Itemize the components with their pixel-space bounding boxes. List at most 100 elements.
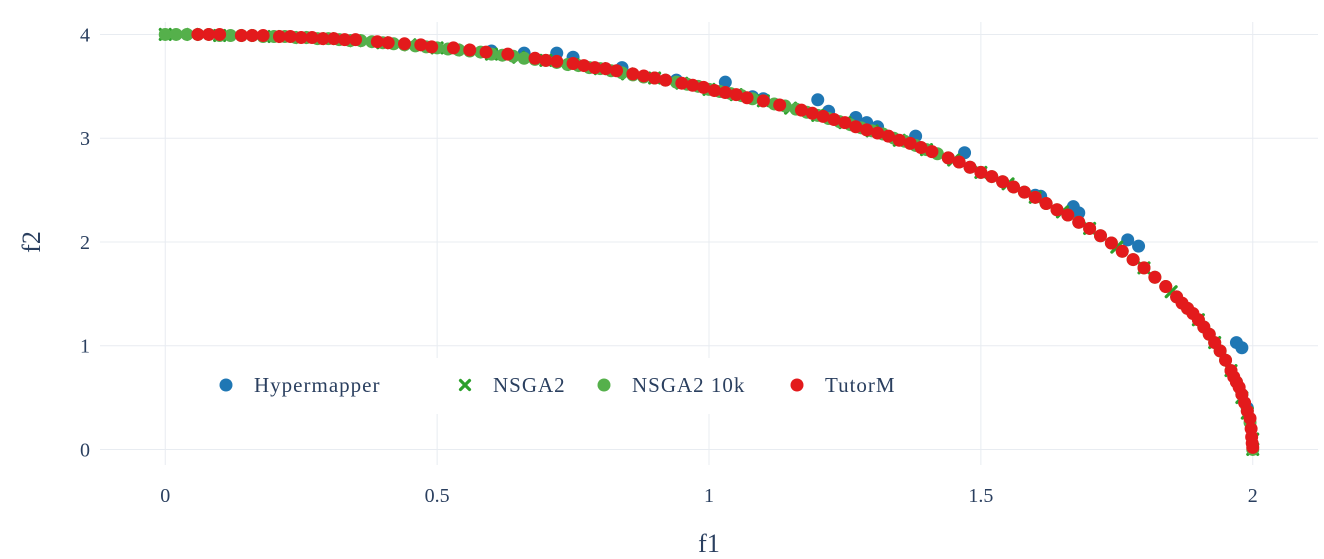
data-point (1235, 341, 1249, 355)
data-point (1148, 270, 1162, 284)
data-point (479, 45, 493, 59)
data-point (1137, 261, 1151, 275)
data-point (756, 94, 770, 108)
data-point (349, 33, 363, 47)
data-points (158, 27, 1260, 456)
data-point (773, 98, 787, 112)
data-point (463, 43, 477, 57)
legend-background (205, 358, 925, 414)
data-point (996, 175, 1010, 189)
data-point (1159, 280, 1173, 294)
data-point (816, 109, 830, 123)
y-tick-label: 4 (80, 24, 90, 46)
legend-label: TutorM (825, 373, 896, 397)
data-point (517, 51, 531, 65)
data-point (686, 78, 700, 92)
data-point (588, 61, 602, 75)
data-point (1219, 353, 1233, 367)
data-point (370, 35, 384, 49)
y-tick-label: 0 (80, 439, 90, 461)
data-point (381, 36, 395, 50)
y-tick-label: 2 (80, 232, 90, 254)
data-point (827, 113, 841, 127)
data-point (1115, 244, 1129, 258)
data-point (974, 165, 988, 179)
x-tick-label: 0 (160, 485, 170, 507)
data-point (925, 145, 939, 159)
data-point (892, 133, 906, 147)
data-point (425, 40, 439, 54)
y-tick-label: 3 (80, 128, 90, 150)
data-point (740, 91, 754, 105)
data-point (1028, 190, 1042, 204)
data-point (1243, 411, 1257, 425)
data-point (224, 28, 237, 42)
data-point (272, 30, 286, 44)
data-point (1246, 440, 1260, 454)
data-point (697, 80, 711, 94)
data-point (914, 141, 928, 155)
data-point (1007, 180, 1020, 194)
data-point (941, 151, 955, 165)
data-point (169, 27, 183, 41)
x-tick-label: 2 (1248, 485, 1258, 507)
data-point (283, 30, 297, 44)
data-point (180, 27, 194, 41)
data-point (985, 170, 999, 184)
data-point (566, 56, 580, 70)
data-point (234, 28, 248, 42)
data-point (245, 28, 259, 42)
x-tick-label: 1.5 (968, 485, 993, 507)
data-point (191, 27, 205, 41)
data-point (637, 69, 651, 83)
data-point (849, 120, 863, 134)
data-point (1072, 206, 1086, 220)
y-axis-title: f2 (17, 231, 46, 253)
data-point (729, 88, 743, 102)
data-point (805, 106, 819, 120)
series-tutorm (191, 27, 1260, 454)
data-point (659, 73, 672, 87)
data-point (414, 38, 428, 52)
data-point (1072, 215, 1086, 229)
x-tick-label: 1 (704, 485, 714, 507)
x-axis-title: f1 (698, 529, 720, 558)
data-point (871, 126, 885, 140)
data-point (1017, 185, 1031, 199)
data-point (577, 59, 591, 73)
legend-marker (790, 378, 804, 392)
data-point (610, 64, 624, 78)
legend-marker (458, 378, 472, 392)
x-tick-label: 0.5 (425, 485, 450, 507)
data-point (501, 47, 515, 61)
data-point (1061, 208, 1075, 222)
data-point (1050, 203, 1064, 217)
data-point (294, 31, 308, 45)
data-point (1132, 239, 1146, 253)
data-point (550, 54, 564, 68)
data-point (838, 116, 852, 130)
data-point (256, 28, 270, 42)
legend-label: NSGA2 10k (632, 373, 745, 397)
data-point (648, 71, 662, 85)
data-point (860, 123, 874, 137)
data-point (963, 160, 977, 174)
data-point (707, 83, 721, 97)
data-point (305, 31, 319, 45)
data-point (1104, 236, 1118, 250)
legend-label: NSGA2 (493, 373, 566, 397)
data-point (1039, 197, 1053, 211)
data-point (398, 37, 411, 51)
legend-marker (219, 378, 233, 392)
data-point (626, 67, 640, 81)
data-point (338, 33, 352, 47)
data-point (903, 136, 917, 150)
data-point (1121, 233, 1135, 247)
legend-label: Hypermapper (254, 373, 380, 397)
legend-marker (597, 378, 611, 392)
data-point (213, 27, 227, 41)
data-point (1083, 221, 1097, 235)
x-axis-ticks: 0 0.5 1 1.5 2 (160, 485, 1258, 507)
data-point (1126, 253, 1140, 267)
